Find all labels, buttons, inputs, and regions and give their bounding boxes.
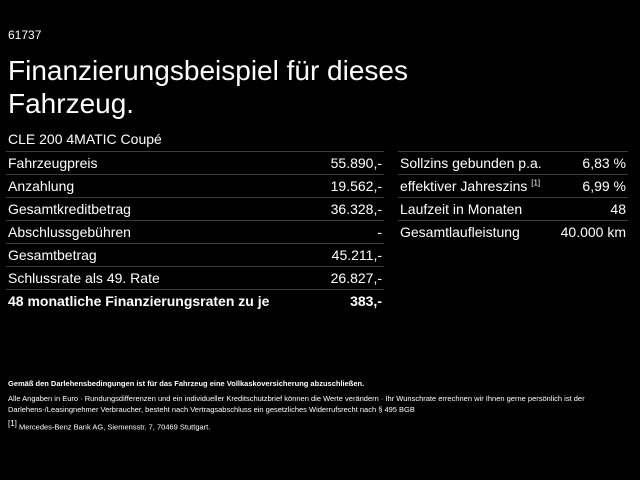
left-table: Fahrzeugpreis 55.890,- Anzahlung 19.562,- Ge… <box>6 151 384 312</box>
row-label: Schlussrate als 49. Rate <box>8 270 160 286</box>
row-value: 40.000 km <box>560 224 626 240</box>
label-text: Schlussrate als 49. Rate <box>8 270 160 286</box>
label-text: Gesamtkreditbetrag <box>8 201 131 217</box>
row-value: 383,- <box>350 293 382 309</box>
row-label: Gesamtlaufleistung <box>400 224 520 240</box>
row-value: 45.211,- <box>331 247 382 263</box>
table-row: Laufzeit in Monaten 48 <box>398 197 628 220</box>
label-text: Fahrzeugpreis <box>8 155 98 171</box>
right-table: Sollzins gebunden p.a. 6,83 % effektiver J… <box>398 151 628 243</box>
source-text: Mercedes-Benz Bank AG, Siemensstr. 7, 70… <box>19 422 211 432</box>
table-row: Gesamtlaufleistung 40.000 km <box>398 220 628 243</box>
source: [1] Mercedes-Benz Bank AG, Siemensstr. 7… <box>8 419 210 432</box>
insurance-note: Gemäß den Darlehensbedingungen ist für d… <box>8 379 365 388</box>
row-value: 6,83 % <box>582 155 626 171</box>
table-row: Abschlussgebühren - <box>6 220 384 243</box>
row-label: Abschlussgebühren <box>8 224 131 240</box>
model: CLE 200 4MATIC Coupé <box>8 131 162 147</box>
row-label: effektiver Jahreszins [1] <box>400 178 540 194</box>
notes: Alle Angaben in Euro · Rundungsdifferenz… <box>8 394 585 414</box>
row-label: Gesamtkreditbetrag <box>8 201 131 217</box>
label-text: effektiver Jahreszins <box>400 178 528 194</box>
table-row: Gesamtbetrag 45.211,- <box>6 243 384 266</box>
row-value: 26.827,- <box>330 270 382 286</box>
vehicle-id: 61737 <box>8 28 42 42</box>
row-value: 6,99 % <box>582 178 626 194</box>
table-row: Gesamtkreditbetrag 36.328,- <box>6 197 384 220</box>
label-text: Gesamtbetrag <box>8 247 97 263</box>
label-text: Anzahlung <box>8 178 75 194</box>
row-value: 36.328,- <box>330 201 382 217</box>
label-text: 48 monatliche Finanzierungsraten zu je <box>8 293 270 309</box>
row-value: 19.562,- <box>330 178 382 194</box>
row-value: - <box>377 224 382 240</box>
row-value: 48 <box>610 201 626 217</box>
row-label: Anzahlung <box>8 178 74 194</box>
label-text: Gesamtlaufleistung <box>400 224 520 240</box>
label-text: Sollzins gebunden p.a. <box>400 155 542 171</box>
label-text: Abschlussgebühren <box>8 224 131 240</box>
row-value: 55.890,- <box>330 155 382 171</box>
table-row: Fahrzeugpreis 55.890,- <box>6 151 384 174</box>
table-row: Schlussrate als 49. Rate 26.827,- <box>6 266 384 289</box>
table-row: Sollzins gebunden p.a. 6,83 % <box>398 151 628 174</box>
table-row: Anzahlung 19.562,- <box>6 174 384 197</box>
table-row: effektiver Jahreszins [1] 6,99 % <box>398 174 628 197</box>
row-label: Fahrzeugpreis <box>8 155 98 171</box>
title: Finanzierungsbeispiel für dieses Fahrzeu… <box>8 55 408 119</box>
label-text: Laufzeit in Monaten <box>400 201 523 217</box>
source-marker: [1] <box>8 419 17 428</box>
row-label: 48 monatliche Finanzierungsraten zu je <box>8 293 269 309</box>
row-label: Laufzeit in Monaten <box>400 201 522 217</box>
footnote-marker: [1] <box>531 178 541 188</box>
table-row: 48 monatliche Finanzierungsraten zu je 38… <box>6 289 384 312</box>
row-label: Sollzins gebunden p.a. <box>400 155 542 171</box>
row-label: Gesamtbetrag <box>8 247 97 263</box>
